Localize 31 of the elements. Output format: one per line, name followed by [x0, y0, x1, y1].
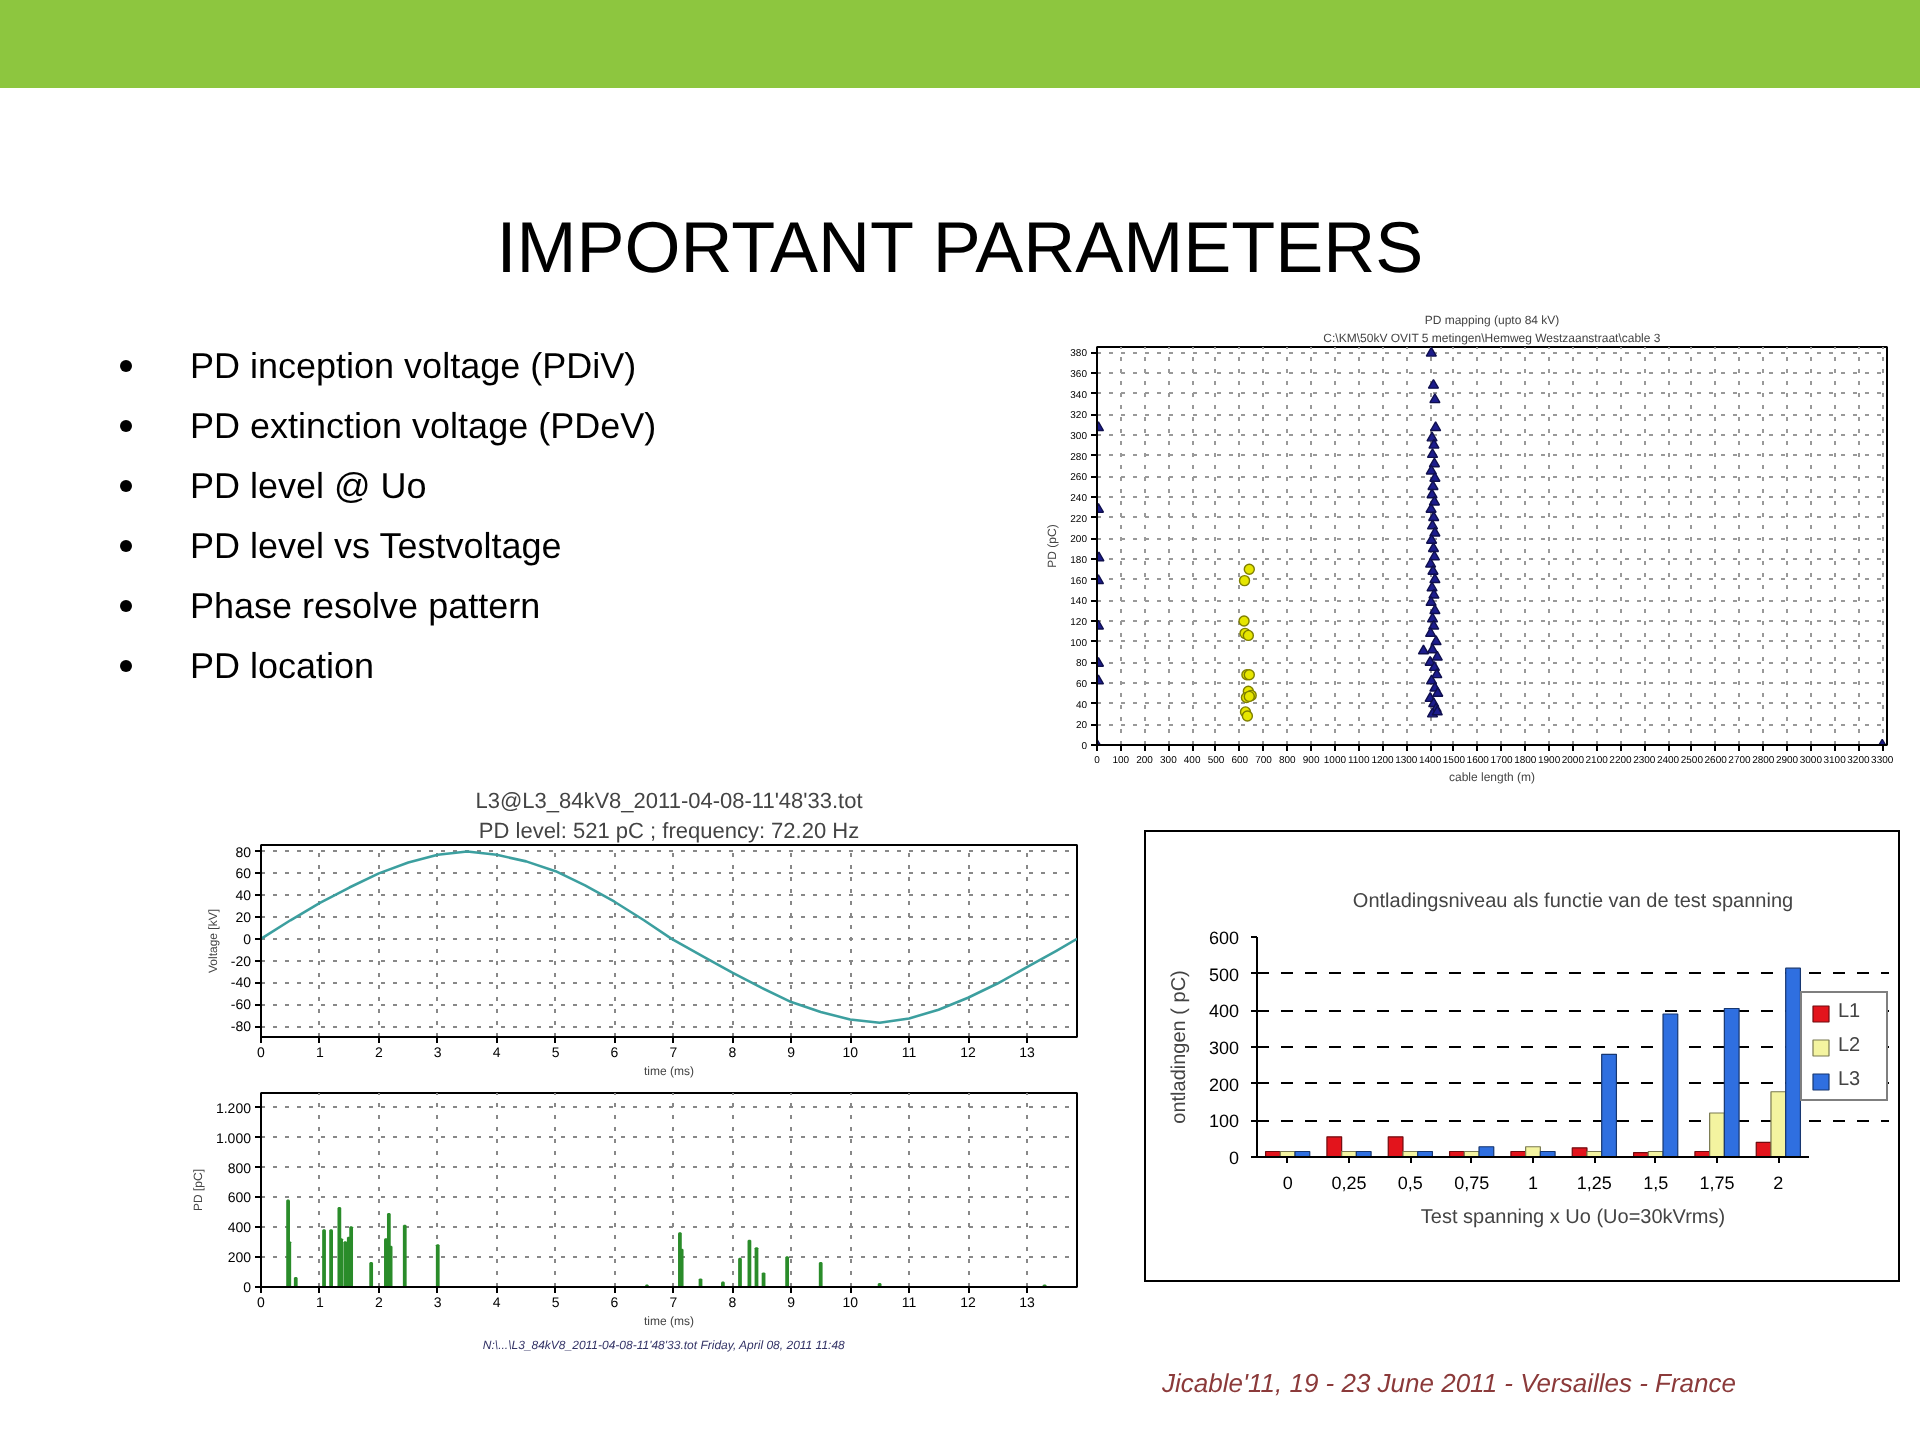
x-tick-label: 1,5: [1643, 1173, 1669, 1193]
text: PD inception voltage (PDiV): [190, 344, 637, 388]
y-tick-label: 100: [1208, 1111, 1240, 1132]
x-axis-title: Test spanning x Uo (Uo=30kVrms): [1420, 1207, 1726, 1229]
text: PD location: [190, 644, 375, 688]
legend-label: L2: [1838, 1035, 1863, 1057]
text: PD level vs Testvoltage: [190, 524, 562, 568]
chart-title: L3@L3_84kV8_2011-04-08-11'48'33.tot: [475, 790, 863, 814]
y-tick-label: 0: [1228, 1148, 1240, 1168]
x-tick-label: 0,5: [1397, 1173, 1423, 1193]
text: PD level @ Uo: [190, 464, 427, 508]
x-tick-label: 2: [1773, 1173, 1784, 1193]
text: PD extinction voltage (PDeV): [190, 404, 657, 448]
y-tick-label: 500: [1208, 964, 1240, 985]
x-tick-label: 0,75: [1454, 1173, 1490, 1193]
x-tick-label: 1,75: [1699, 1173, 1735, 1193]
chart-subtitle: PD level: 521 pC ; frequency: 72.20 Hz: [478, 820, 860, 844]
y-axis-title: ontladingen ( pC): [1168, 970, 1191, 1124]
legend-label: L1: [1838, 1001, 1863, 1023]
y-tick-label: 200: [1208, 1074, 1240, 1095]
text: Jicable'11, 19 - 23 June 2011 - Versailles - France: [1160, 1368, 1736, 1398]
x-tick-label: 1,25: [1576, 1173, 1612, 1193]
x-tick-label: 0,25: [1331, 1173, 1367, 1193]
text: IMPORTANT PARAMETERS: [494, 204, 1426, 292]
text: Phase resolve pattern: [190, 584, 541, 628]
y-tick-label: 600: [1208, 928, 1240, 948]
x-tick-label: 0: [1282, 1173, 1293, 1193]
x-tick-label: 1: [1527, 1173, 1539, 1193]
legend-label: L3: [1838, 1069, 1863, 1091]
chart-title: Ontladingsniveau als functie van de test spanning: [1352, 891, 1794, 913]
y-tick-label: 400: [1208, 1001, 1240, 1022]
